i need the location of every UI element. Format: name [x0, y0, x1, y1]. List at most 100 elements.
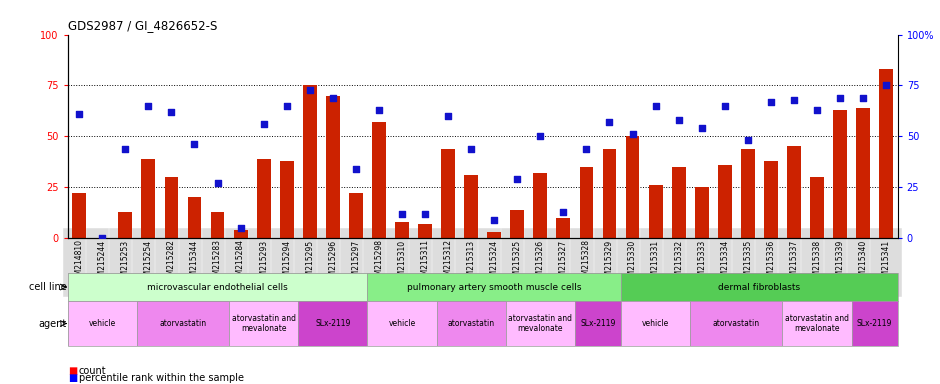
- Point: [741, 137, 756, 144]
- Text: agent: agent: [39, 318, 67, 329]
- Bar: [141, 159, 155, 238]
- Bar: [68, 301, 137, 346]
- Bar: [137, 301, 229, 346]
- Text: atorvastatin: atorvastatin: [713, 319, 760, 328]
- Bar: [303, 86, 317, 238]
- Bar: [188, 197, 201, 238]
- Point: [717, 103, 732, 109]
- Point: [325, 94, 340, 101]
- Bar: [368, 301, 436, 346]
- Bar: [257, 159, 271, 238]
- Point: [233, 225, 248, 231]
- Point: [833, 94, 848, 101]
- Bar: [580, 167, 593, 238]
- Point: [141, 103, 156, 109]
- Bar: [326, 96, 339, 238]
- Bar: [856, 108, 870, 238]
- Point: [441, 113, 456, 119]
- Bar: [782, 301, 852, 346]
- Point: [671, 117, 686, 123]
- Point: [417, 210, 432, 217]
- Text: SLx-2119: SLx-2119: [857, 319, 892, 328]
- Bar: [626, 136, 639, 238]
- Bar: [718, 165, 731, 238]
- Point: [556, 209, 571, 215]
- Point: [509, 176, 525, 182]
- Text: GDS2987 / GI_4826652-S: GDS2987 / GI_4826652-S: [68, 19, 217, 32]
- Point: [695, 125, 710, 131]
- Point: [349, 166, 364, 172]
- Bar: [464, 175, 478, 238]
- Point: [787, 97, 802, 103]
- Bar: [810, 177, 824, 238]
- Text: atorvastatin and
mevalonate: atorvastatin and mevalonate: [785, 314, 849, 333]
- Text: microvascular endothelial cells: microvascular endothelial cells: [148, 283, 288, 291]
- Bar: [506, 301, 575, 346]
- Text: vehicle: vehicle: [642, 319, 669, 328]
- Bar: [833, 110, 847, 238]
- Text: SLx-2119: SLx-2119: [580, 319, 616, 328]
- Bar: [621, 273, 898, 301]
- Bar: [852, 301, 898, 346]
- Bar: [603, 149, 617, 238]
- Text: atorvastatin: atorvastatin: [447, 319, 494, 328]
- Text: ■: ■: [68, 366, 77, 376]
- Point: [879, 83, 894, 89]
- Bar: [372, 122, 385, 238]
- Bar: [211, 212, 225, 238]
- Bar: [395, 222, 409, 238]
- Bar: [349, 193, 363, 238]
- Point: [118, 146, 133, 152]
- Text: percentile rank within the sample: percentile rank within the sample: [79, 373, 244, 383]
- Point: [487, 217, 502, 223]
- Bar: [672, 167, 685, 238]
- Text: vehicle: vehicle: [88, 319, 116, 328]
- Point: [371, 107, 386, 113]
- Bar: [533, 173, 547, 238]
- Point: [303, 86, 318, 93]
- Point: [279, 103, 294, 109]
- Point: [164, 109, 179, 115]
- Point: [602, 119, 617, 125]
- Bar: [118, 212, 133, 238]
- Text: atorvastatin and
mevalonate: atorvastatin and mevalonate: [231, 314, 296, 333]
- Bar: [368, 273, 621, 301]
- Bar: [575, 301, 621, 346]
- Bar: [879, 69, 893, 238]
- Text: atorvastatin: atorvastatin: [160, 319, 207, 328]
- Bar: [229, 301, 298, 346]
- Bar: [621, 301, 690, 346]
- Point: [648, 103, 663, 109]
- Text: cell line: cell line: [29, 282, 67, 292]
- Text: ■: ■: [68, 373, 77, 383]
- Point: [71, 111, 86, 117]
- Bar: [441, 149, 455, 238]
- Text: dermal fibroblasts: dermal fibroblasts: [718, 283, 801, 291]
- Point: [763, 99, 778, 105]
- Point: [533, 133, 548, 139]
- Bar: [418, 224, 432, 238]
- Bar: [764, 161, 777, 238]
- Point: [855, 94, 870, 101]
- Bar: [510, 210, 525, 238]
- Bar: [298, 301, 368, 346]
- Point: [95, 235, 110, 241]
- Point: [256, 121, 271, 127]
- Bar: [280, 161, 293, 238]
- Text: atorvastatin and
mevalonate: atorvastatin and mevalonate: [509, 314, 572, 333]
- Point: [210, 180, 225, 186]
- Point: [809, 107, 824, 113]
- Text: SLx-2119: SLx-2119: [315, 319, 351, 328]
- Bar: [436, 301, 506, 346]
- Point: [579, 146, 594, 152]
- Point: [395, 210, 410, 217]
- Bar: [695, 187, 709, 238]
- Text: vehicle: vehicle: [388, 319, 415, 328]
- Bar: [649, 185, 663, 238]
- Text: count: count: [79, 366, 106, 376]
- Bar: [234, 230, 247, 238]
- Point: [625, 131, 640, 137]
- Bar: [690, 301, 782, 346]
- Bar: [556, 218, 571, 238]
- Bar: [741, 149, 755, 238]
